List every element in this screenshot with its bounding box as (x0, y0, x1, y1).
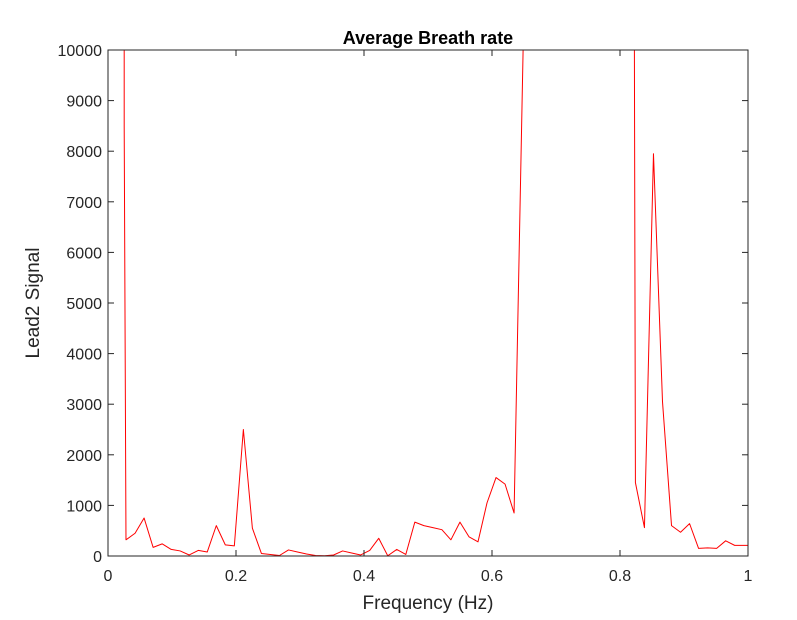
y-tick-label: 0 (93, 549, 102, 566)
x-tick-label: 0.2 (225, 568, 247, 585)
x-tick-label: 0 (104, 568, 113, 585)
y-tick-label: 4000 (66, 347, 102, 364)
x-tick-label: 0.8 (609, 568, 631, 585)
y-axis-label: Lead2 Signal (23, 248, 44, 359)
x-tick-label: 1 (744, 568, 753, 585)
y-tick-label: 3000 (66, 397, 102, 414)
x-tick-label: 0.6 (481, 568, 503, 585)
y-tick-label: 2000 (66, 448, 102, 465)
y-tick-label: 9000 (66, 94, 102, 111)
y-tick-label: 1000 (66, 498, 102, 515)
x-axis-label: Frequency (Hz) (363, 593, 494, 614)
chart-title: Average Breath rate (343, 28, 513, 48)
series-line-0 (123, 50, 748, 556)
x-tick-label: 0.4 (353, 568, 375, 585)
y-tick-label: 7000 (66, 195, 102, 212)
plot-area (123, 50, 748, 556)
y-tick-label: 5000 (66, 296, 102, 313)
y-tick-label: 6000 (66, 245, 102, 262)
axis-ticks: 0 0.2 0.4 0.6 0.8 1 0 1000 2000 3000 4000 5000 6000 7… (58, 43, 753, 585)
y-tick-label: 10000 (58, 43, 103, 60)
y-tick-label: 8000 (66, 144, 102, 161)
